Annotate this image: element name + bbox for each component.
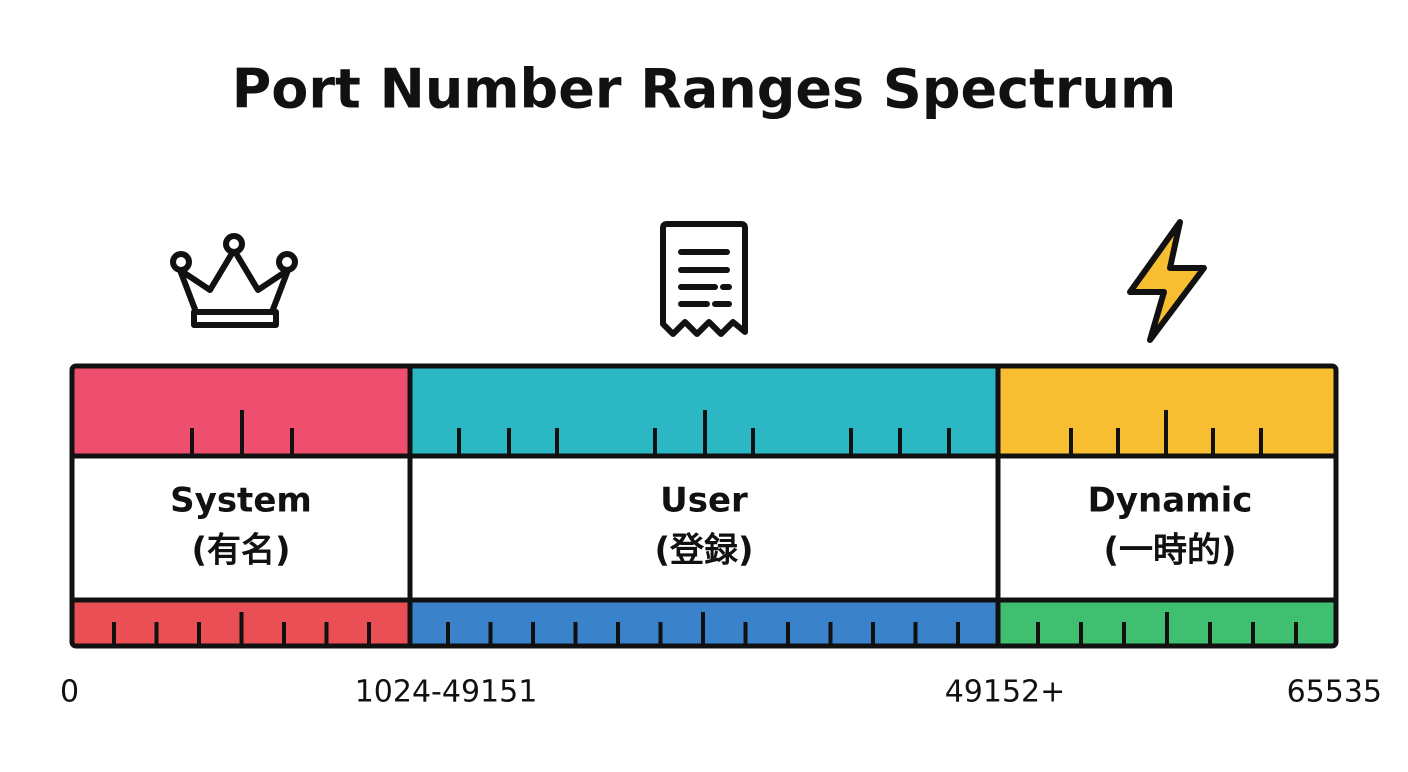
segment-name: User — [660, 481, 748, 521]
crown-icon — [170, 233, 298, 328]
title: Port Number Ranges Spectrum — [232, 58, 1177, 121]
segment-subtitle: (有名) — [191, 531, 290, 571]
scale-label: 65535 — [1287, 675, 1382, 710]
bolt-icon — [1127, 219, 1207, 343]
scale-label: 49152+ — [945, 675, 1066, 710]
scale-label: 0 — [60, 675, 79, 710]
receipt-icon — [660, 221, 748, 337]
segment-subtitle: (一時的) — [1103, 531, 1236, 571]
scale-label: 1024-49151 — [355, 675, 538, 710]
segment-name: System — [170, 481, 312, 521]
segment-name: Dynamic — [1088, 481, 1253, 521]
range-bar — [69, 363, 1339, 649]
segment-subtitle: (登録) — [654, 531, 753, 571]
